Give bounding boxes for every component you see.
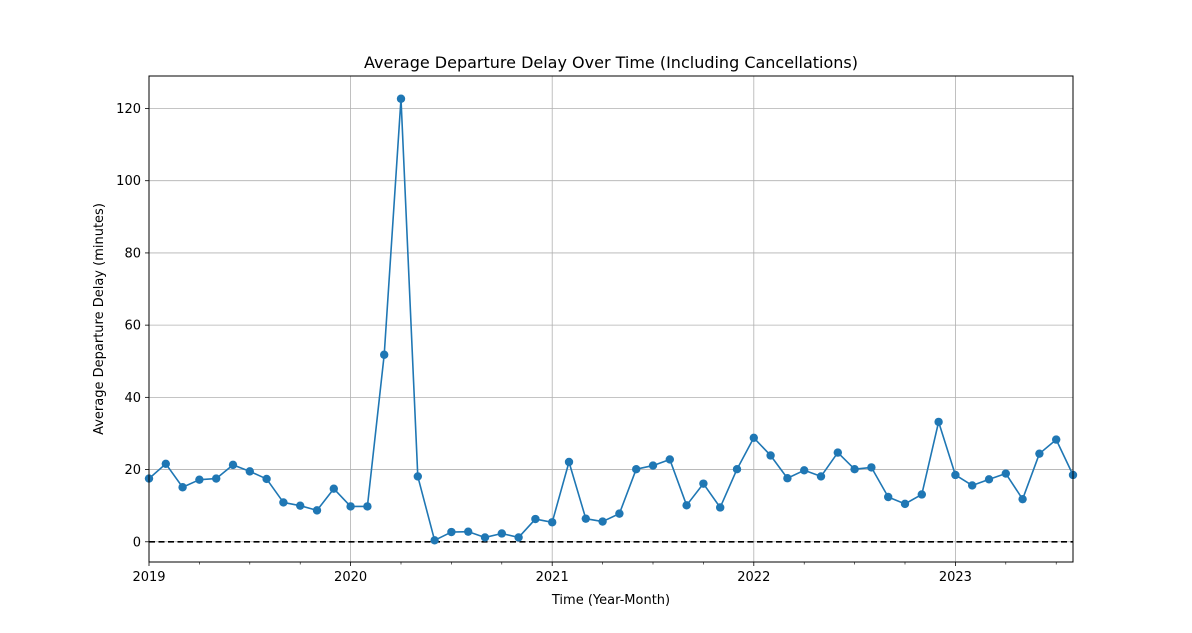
data-point [396,94,406,103]
data-point [228,460,238,470]
x-tick-label: 2023 [939,570,972,585]
data-point [514,533,523,542]
data-point [480,533,490,542]
data-point [884,492,893,502]
grid-lines [148,76,1073,562]
chart-title: Average Departure Delay Over Time (Inclu… [364,53,858,72]
data-point [380,350,389,359]
data-point [598,517,607,526]
x-tick-label: 2021 [536,570,569,585]
data-point [850,465,859,474]
data-point [531,514,540,524]
data-point [464,527,473,536]
x-axis-ticks: 2019 2020 2021 2022 2023 [132,562,1057,585]
data-point [413,472,422,481]
data-point [732,465,742,474]
data-point [497,529,506,538]
data-point [346,502,355,511]
data-point [312,506,322,515]
data-point [615,509,624,518]
data-point [951,470,960,480]
data-point [161,459,170,468]
data-point [178,483,187,492]
data-point [665,455,674,464]
data-point [934,417,943,427]
y-tick-label: 60 [124,319,141,334]
data-point [430,536,439,545]
x-tick-label: 2022 [737,570,770,585]
data-point [1001,469,1010,478]
data-point [917,490,926,499]
y-tick-label: 20 [124,463,141,478]
data-point [447,527,456,537]
data-point [1018,494,1027,504]
data-point [900,499,910,509]
data-point [867,463,876,472]
data-point [699,479,708,488]
data-point [833,448,842,457]
data-point [749,433,758,442]
data-point [279,498,288,507]
x-tick-label: 2019 [132,570,165,585]
data-point [816,472,826,481]
data-series [144,94,1078,545]
data-point [212,474,221,483]
data-point [968,481,977,490]
data-point [783,474,792,483]
data-point [632,465,641,474]
data-point [716,503,725,512]
data-point [195,475,204,484]
y-axis-title: Average Departure Delay (minutes) [92,203,107,435]
plot-area-frame [148,75,1074,563]
x-axis-title: Time (Year-Month) [551,593,670,608]
y-tick-label: 120 [116,102,141,117]
data-point [682,501,691,510]
data-point [329,484,338,493]
data-point [766,451,775,460]
y-tick-label: 100 [116,174,141,189]
data-point [1035,449,1044,458]
y-tick-label: 80 [124,246,141,261]
data-point [564,457,574,467]
y-axis-ticks: 0 20 40 60 80 100 120 [116,102,149,550]
data-point [581,514,590,523]
data-point [296,501,305,510]
data-point [363,502,372,511]
y-tick-label: 0 [133,535,141,550]
data-point [245,467,254,476]
data-point [648,461,658,470]
data-point [800,466,809,475]
data-point [262,474,271,484]
data-point [548,518,557,527]
data-point [1052,435,1061,444]
data-point [984,475,994,484]
x-tick-label: 2020 [334,570,367,585]
y-tick-label: 40 [124,391,141,406]
